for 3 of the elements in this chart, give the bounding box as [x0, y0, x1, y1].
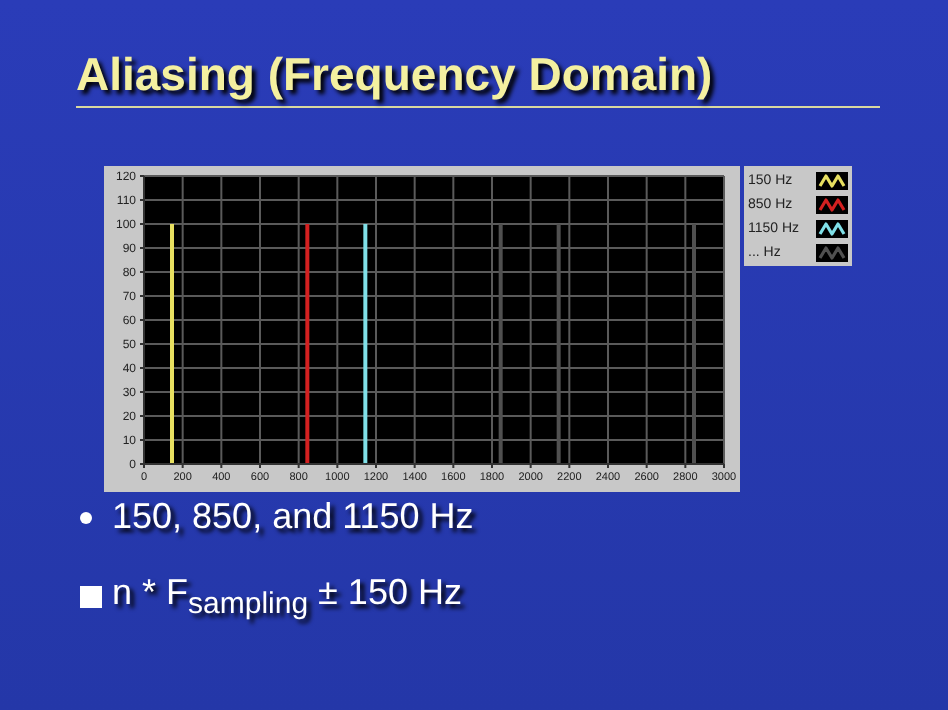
text: 150, 850, and 1150 Hz [112, 496, 474, 538]
text: n * F$_{sampling}$ ± 150 Hz [112, 572, 462, 622]
chart-title: Aliasing (Frequency Domain) [76, 48, 880, 108]
